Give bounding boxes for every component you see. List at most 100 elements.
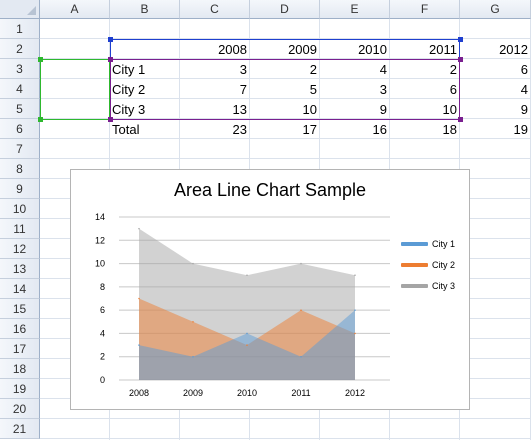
year-header-cell[interactable]: 2009 bbox=[288, 42, 317, 57]
total-value-cell[interactable]: 18 bbox=[442, 122, 457, 137]
total-value-cell[interactable]: 16 bbox=[372, 122, 387, 137]
gridline-horizontal bbox=[40, 158, 531, 159]
row-header-19[interactable]: 19 bbox=[0, 379, 40, 399]
y-tick-label: 14 bbox=[95, 212, 105, 222]
gridline-horizontal bbox=[40, 118, 531, 119]
gridline-horizontal bbox=[40, 418, 531, 419]
y-tick-label: 4 bbox=[100, 328, 105, 338]
select-all-corner[interactable] bbox=[0, 0, 40, 19]
value-cell[interactable]: 10 bbox=[302, 102, 317, 117]
range-handle[interactable] bbox=[108, 37, 113, 42]
legend-swatch bbox=[401, 284, 428, 288]
legend-swatch bbox=[401, 263, 428, 267]
total-value-cell[interactable]: 23 bbox=[232, 122, 247, 137]
row-header-10[interactable]: 10 bbox=[0, 199, 40, 219]
row-header-5[interactable]: 5 bbox=[0, 99, 40, 119]
value-cell[interactable]: 4 bbox=[379, 62, 387, 77]
value-cell[interactable]: 2 bbox=[449, 62, 457, 77]
row-header-12[interactable]: 12 bbox=[0, 239, 40, 259]
row-header-2[interactable]: 2 bbox=[0, 39, 40, 59]
gridline-horizontal bbox=[40, 438, 531, 439]
range-handle[interactable] bbox=[458, 117, 463, 122]
row-header-6[interactable]: 6 bbox=[0, 119, 40, 139]
x-tick-label: 2010 bbox=[237, 388, 257, 398]
row-header-15[interactable]: 15 bbox=[0, 299, 40, 319]
data-point bbox=[138, 344, 140, 346]
y-tick-label: 12 bbox=[95, 235, 105, 245]
total-value-cell[interactable]: 17 bbox=[302, 122, 317, 137]
value-cell[interactable]: 3 bbox=[379, 82, 387, 97]
row-header-20[interactable]: 20 bbox=[0, 399, 40, 419]
row-label-cell[interactable]: City 2 bbox=[112, 82, 146, 97]
year-header-cell[interactable]: 2011 bbox=[429, 42, 457, 57]
row-header-21[interactable]: 21 bbox=[0, 419, 40, 439]
value-cell[interactable]: 9 bbox=[379, 102, 387, 117]
y-tick-label: 6 bbox=[100, 305, 105, 315]
chart-plot: 0 2 4 6 8 10 12 14 2008 2009 2010 2011 2012 bbox=[95, 212, 390, 398]
year-header-cell[interactable]: 2010 bbox=[358, 42, 387, 57]
year-header-cell[interactable]: 2012 bbox=[499, 42, 528, 57]
legend-swatch bbox=[401, 242, 428, 246]
row-header-13[interactable]: 13 bbox=[0, 259, 40, 279]
value-cell[interactable]: 7 bbox=[239, 82, 247, 97]
year-header-cell[interactable]: 2008 bbox=[218, 42, 247, 57]
gridline-horizontal bbox=[40, 138, 531, 139]
row-header-14[interactable]: 14 bbox=[0, 279, 40, 299]
column-header-e[interactable]: E bbox=[320, 0, 390, 19]
data-point bbox=[354, 332, 356, 335]
range-handle[interactable] bbox=[458, 37, 463, 42]
total-value-cell[interactable]: 19 bbox=[513, 122, 528, 137]
value-cell[interactable]: 6 bbox=[520, 62, 528, 77]
value-cell[interactable]: 10 bbox=[442, 102, 457, 117]
row-header-1[interactable]: 1 bbox=[0, 19, 40, 39]
data-point bbox=[246, 332, 248, 335]
y-tick-label: 8 bbox=[100, 282, 105, 292]
range-handle[interactable] bbox=[38, 57, 43, 62]
value-cell[interactable]: 6 bbox=[449, 82, 457, 97]
total-label-cell[interactable]: Total bbox=[112, 122, 140, 137]
data-point bbox=[138, 297, 140, 300]
column-header-f[interactable]: F bbox=[390, 0, 460, 19]
range-handle[interactable] bbox=[108, 57, 113, 62]
column-header-g[interactable]: G bbox=[460, 0, 531, 19]
row-label-cell[interactable]: City 1 bbox=[112, 62, 146, 77]
x-tick-label: 2008 bbox=[129, 388, 149, 398]
y-tick-label: 0 bbox=[100, 375, 105, 385]
row-header-7[interactable]: 7 bbox=[0, 139, 40, 159]
row-header-11[interactable]: 11 bbox=[0, 219, 40, 239]
data-point bbox=[192, 320, 194, 323]
area-chart[interactable]: Area Line Chart Sample 0 2 4 6 8 10 12 14 2008 20… bbox=[70, 169, 470, 410]
y-tick-label: 10 bbox=[95, 259, 105, 269]
row-header-8[interactable]: 8 bbox=[0, 159, 40, 179]
column-header-c[interactable]: C bbox=[180, 0, 250, 19]
row-header-9[interactable]: 9 bbox=[0, 179, 40, 199]
data-point bbox=[300, 262, 302, 265]
value-cell[interactable]: 9 bbox=[520, 102, 528, 117]
column-header-b[interactable]: B bbox=[110, 0, 180, 19]
data-point bbox=[300, 355, 302, 358]
row-label-cell[interactable]: City 3 bbox=[112, 102, 146, 117]
value-cell[interactable]: 4 bbox=[520, 82, 528, 97]
value-cell[interactable]: 13 bbox=[232, 102, 247, 117]
column-header-a[interactable]: A bbox=[40, 0, 110, 19]
range-handle[interactable] bbox=[108, 117, 113, 122]
range-handle[interactable] bbox=[458, 57, 463, 62]
y-tick-label: 2 bbox=[100, 352, 105, 362]
row-header-17[interactable]: 17 bbox=[0, 339, 40, 359]
row-header-18[interactable]: 18 bbox=[0, 359, 40, 379]
data-point bbox=[354, 274, 356, 277]
legend-label: City 2 bbox=[432, 260, 456, 270]
value-cell[interactable]: 2 bbox=[309, 62, 317, 77]
row-header-4[interactable]: 4 bbox=[0, 79, 40, 99]
row-header-16[interactable]: 16 bbox=[0, 319, 40, 339]
chart-title: Area Line Chart Sample bbox=[173, 180, 367, 200]
value-cell[interactable]: 3 bbox=[239, 62, 247, 77]
series-name-range bbox=[40, 59, 110, 120]
gridline-horizontal bbox=[40, 58, 531, 59]
value-cell[interactable]: 5 bbox=[309, 82, 317, 97]
gridline-horizontal bbox=[40, 78, 531, 79]
x-tick-label: 2009 bbox=[183, 388, 203, 398]
row-header-3[interactable]: 3 bbox=[0, 59, 40, 79]
column-header-d[interactable]: D bbox=[250, 0, 320, 19]
range-handle[interactable] bbox=[38, 117, 43, 122]
